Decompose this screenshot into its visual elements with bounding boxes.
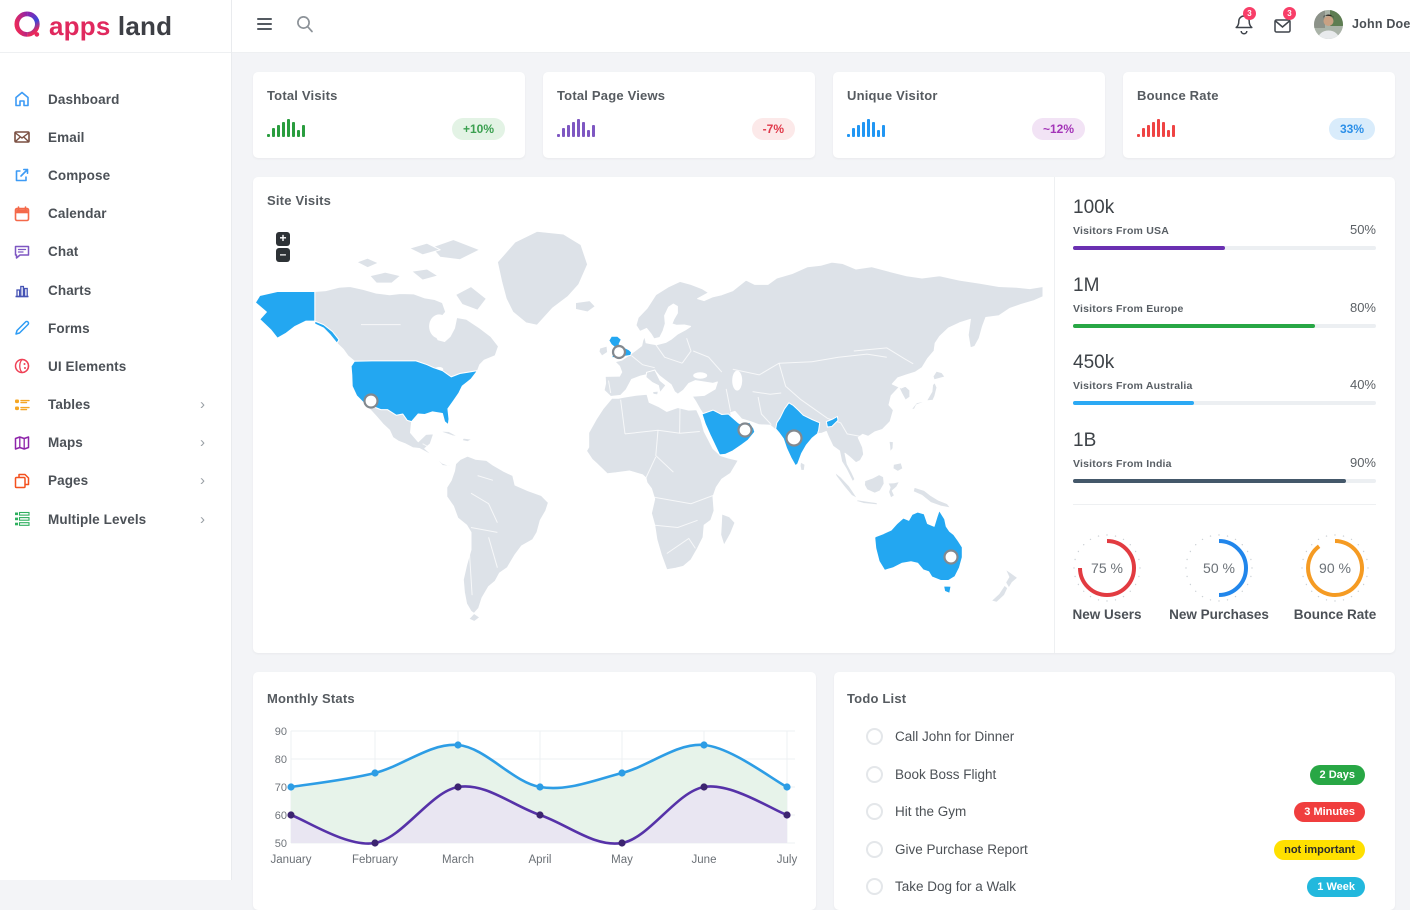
svg-text:May: May xyxy=(611,854,633,866)
svg-text:70: 70 xyxy=(275,782,287,794)
svg-text:50: 50 xyxy=(275,838,287,850)
svg-text:50 %: 50 % xyxy=(1203,560,1235,576)
svg-text:75 %: 75 % xyxy=(1091,560,1123,576)
svg-text:January: January xyxy=(271,854,312,866)
svg-text:90: 90 xyxy=(275,726,287,738)
svg-text:March: March xyxy=(442,854,474,866)
svg-text:July: July xyxy=(777,854,798,866)
svg-text:April: April xyxy=(528,854,551,866)
svg-text:80: 80 xyxy=(275,754,287,766)
svg-text:90 %: 90 % xyxy=(1319,560,1351,576)
svg-text:June: June xyxy=(692,854,717,866)
svg-text:60: 60 xyxy=(275,810,287,822)
svg-text:February: February xyxy=(352,854,398,866)
